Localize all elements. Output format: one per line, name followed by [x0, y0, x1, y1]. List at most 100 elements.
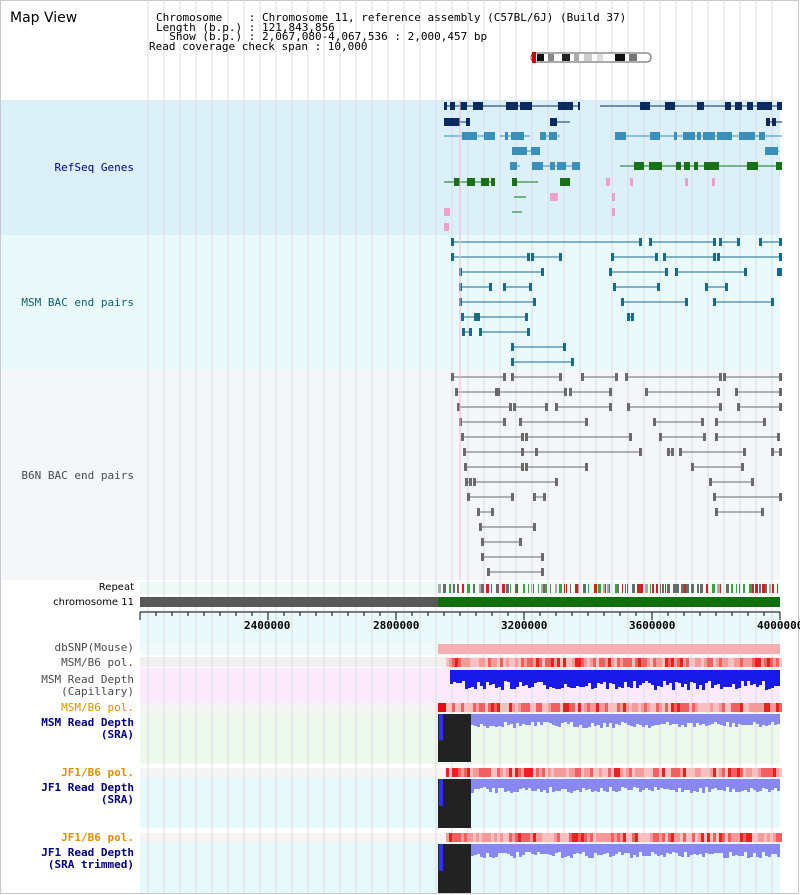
jf1-trim-depth-bar [540, 844, 543, 854]
b6n-bac-pair-end [779, 388, 782, 396]
jf1-pol2-cell [701, 833, 704, 842]
msm-bac-pair-end [713, 298, 716, 306]
refseq-gene-pink [712, 178, 715, 186]
jf1-pol2-cell [605, 833, 608, 842]
b6n-bac-pair-end [479, 523, 482, 531]
msm-bac-pair-end [777, 268, 780, 276]
msm-sra-depth-bar [708, 714, 711, 725]
jf1-sra-depth-bar [567, 779, 570, 792]
msm-sra-depth-bar [750, 714, 753, 725]
jf1-sra-depth-bar [729, 779, 732, 792]
msm-pol2-cell [584, 703, 587, 712]
refseq-gene-exon [511, 132, 524, 140]
jf1-pol2-cell [749, 833, 752, 842]
repeat-mark [510, 584, 511, 593]
b6n-bac-pair-end [639, 448, 642, 456]
jf1-trim-depth-bar [639, 844, 642, 852]
jf1-sra-depth-bar [744, 779, 747, 790]
repeat-mark [615, 584, 618, 593]
track-label-msm-bac[interactable]: MSM BAC end pairs [21, 296, 134, 309]
jf1-pol1-cell [647, 768, 650, 777]
jf1-pol2-cell [608, 833, 611, 842]
jf1-trim-depth-bar [663, 844, 666, 857]
msm-pol1-cell [707, 658, 710, 667]
msm-pol1-cell [752, 658, 755, 667]
track-label-jf1-depth-sra-1[interactable]: JF1 Read Depth [41, 781, 134, 794]
track-label-refseq[interactable]: RefSeq Genes [54, 161, 134, 174]
msm-pol1-cell [617, 658, 620, 667]
jf1-pol2-cell [488, 833, 491, 842]
jf1-trim-depth-bar [564, 844, 567, 857]
msm-pol1-cell [665, 658, 668, 667]
msm-pol1-cell [620, 658, 623, 667]
jf1-trim-depth-bar [648, 844, 651, 856]
msm-pol2-cell [449, 703, 452, 712]
msm-sra-depth-bar [747, 714, 750, 725]
msm-pol2-cell [614, 703, 617, 712]
jf1-pol1-cell [752, 768, 755, 777]
track-label-chromosome[interactable]: chromosome 11 [53, 597, 134, 608]
b6n-bac-pair-end [533, 523, 536, 531]
jf1-trim-depth-bar [543, 844, 546, 854]
msm-capillary-depth-bar [450, 670, 453, 684]
chromosome-ideogram[interactable] [530, 52, 652, 63]
track-label-b6n-bac[interactable]: B6N BAC end pairs [21, 469, 134, 482]
track-label-msm-pol-1[interactable]: MSM/B6 pol. [61, 656, 134, 669]
msm-bac-pair-end [627, 313, 630, 321]
jf1-sra-depth-bar [774, 779, 777, 788]
msm-sra-depth-bar [678, 714, 681, 727]
refseq-gene-exon [703, 132, 715, 140]
jf1-pol2-cell [587, 833, 590, 842]
msm-sra-depth-bar [669, 714, 672, 725]
msm-bac-pair-end [779, 238, 782, 246]
msm-pol1-cell [587, 658, 590, 667]
msm-sra-depth-bar [732, 714, 735, 723]
track-label-jf1-trim-1[interactable]: JF1 Read Depth [41, 846, 134, 859]
msm-bac-pair-end [639, 238, 642, 246]
msm-pol2-cell [590, 703, 593, 712]
jf1-pol1-cell [749, 768, 752, 777]
msm-pol1-cell [668, 658, 671, 667]
refseq-gene-exon [540, 132, 546, 140]
track-label-jf1-pol-1[interactable]: JF1/B6 pol. [61, 766, 134, 779]
msm-sra-depth-bar [486, 714, 489, 728]
jf1-pol1-cell [503, 768, 506, 777]
jf1-sra-depth-bar [474, 779, 477, 789]
msm-sra-depth-bar [675, 714, 678, 724]
msm-sra-depth-bar [513, 714, 516, 728]
jf1-pol2-cell [758, 833, 761, 842]
msm-pol1-cell [659, 658, 662, 667]
msm-pol1-cell [581, 658, 584, 667]
jf1-sra-depth-bar [522, 779, 525, 788]
jf1-pol1-cell [506, 768, 509, 777]
jf1-pol1-cell [593, 768, 596, 777]
jf1-pol1-cell [617, 768, 620, 777]
b6n-bac-pair-end [495, 388, 498, 396]
track-label-msm-depth-sra-1[interactable]: MSM Read Depth [41, 716, 134, 729]
msm-sra-depth-bar [681, 714, 684, 725]
repeat-mark [443, 584, 446, 593]
msm-pol2-cell [539, 703, 542, 712]
track-label-msm-depth-cap-1[interactable]: MSM Read Depth [41, 673, 134, 686]
track-label-msm-pol-2[interactable]: MSM/B6 pol. [61, 701, 134, 714]
refseq-gene-exon [550, 162, 555, 170]
msm-sra-depth-bar [543, 714, 546, 722]
jf1-sra-depth-bar [573, 779, 576, 791]
track-label-jf1-pol-2[interactable]: JF1/B6 pol. [61, 831, 134, 844]
refseq-gene-exon [757, 102, 772, 110]
track-label-dbsnp[interactable]: dbSNP(Mouse) [54, 641, 134, 654]
msm-pol1-cell [650, 658, 653, 667]
msm-bac-pair-end [563, 343, 566, 351]
b6n-bac-pair-end [715, 418, 718, 426]
refseq-gene-exon [454, 178, 460, 186]
b6n-bac-pair-end [451, 373, 454, 381]
jf1-pol1-cell [719, 768, 722, 777]
track-label-repeat[interactable]: Repeat [98, 582, 134, 593]
msm-pol1-cell [734, 658, 737, 667]
msm-capillary-depth-bar [510, 670, 513, 689]
jf1-sra-depth-bar [576, 779, 579, 790]
refseq-gene-exon [531, 147, 540, 155]
msm-pol2-cell [464, 703, 467, 712]
jf1-sra-depth-bar [612, 779, 615, 791]
